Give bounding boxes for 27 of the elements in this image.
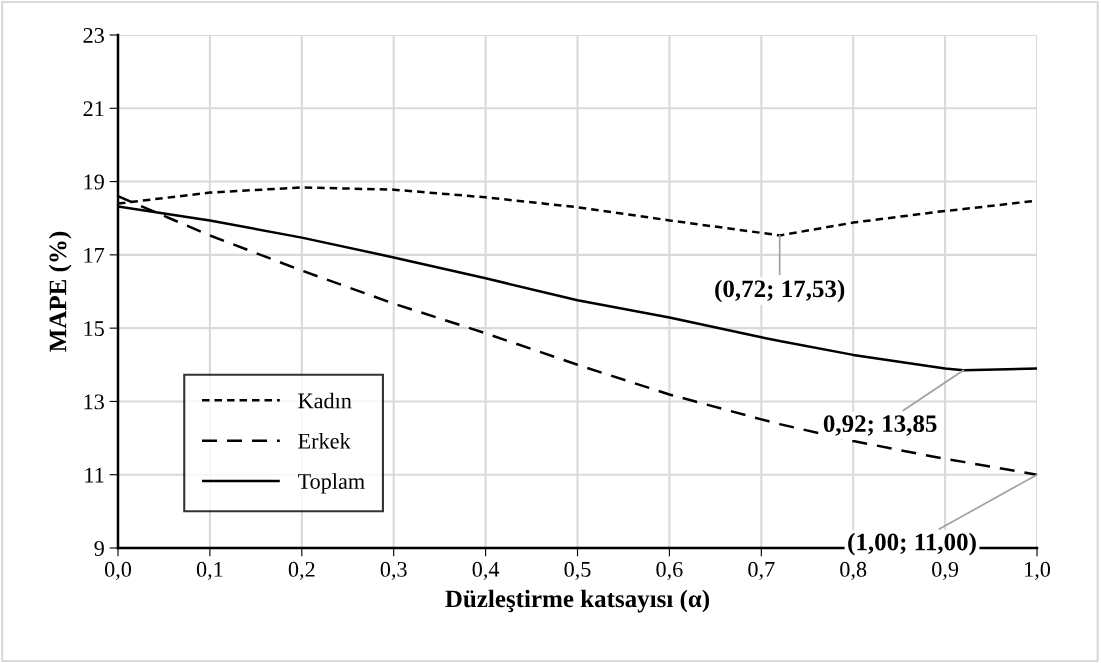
y-tick-label: 11 [85,467,104,483]
x-tick-label: 0,9 [932,561,959,581]
x-tick-label: 0,5 [564,561,591,581]
x-tick-label: 0,8 [840,561,867,581]
x-tick-label: 1,0 [1025,561,1051,581]
x-axis-title: Düzleştirme katsayısı (α) [445,589,710,613]
y-tick-label: 21 [83,101,104,116]
y-tick-label: 17 [84,247,105,263]
x-tick-label: 0,2 [288,561,315,581]
x-tick-label: 0,4 [472,561,500,581]
x-tick-label: 0,3 [380,561,407,581]
annotation: 0,92; 13,85 [823,415,937,436]
annotation: (0,72; 17,53) [715,279,845,303]
y-tick-label: 15 [84,321,104,337]
y-tick-label: 9 [94,540,104,556]
x-tick-label: 0,1 [196,561,223,581]
x-tick-label: 0,0 [104,561,132,581]
legend-label: Kadın [298,392,352,409]
annotation: (1,00; 11,00) [848,532,976,556]
x-tick-label: 0,7 [748,561,775,581]
y-tick-label: 13 [84,394,104,410]
x-tick-label: 0,6 [656,561,683,581]
legend-label: Erkek [298,433,351,449]
y-tick-label: 19 [84,174,104,190]
y-tick-label: 23 [83,27,104,43]
legend-label: Toplam [297,473,365,494]
y-axis-title: MAPE (%) [48,231,72,352]
